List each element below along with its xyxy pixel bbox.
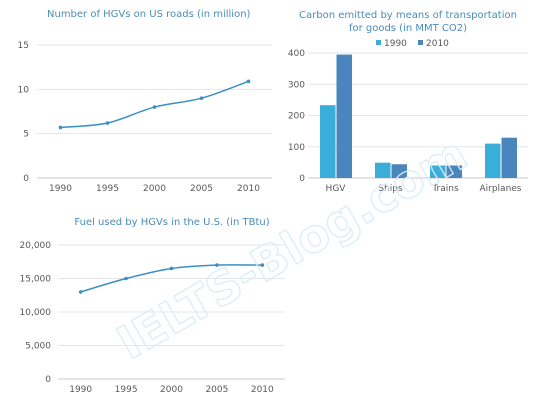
- carbon-y-tick-label: 100: [288, 143, 305, 153]
- carbon-bar-1990: [320, 105, 336, 178]
- hgv-count-x-tick-label: 1990: [49, 184, 72, 194]
- carbon-legend-swatch: [376, 40, 381, 45]
- hgv-count-title: Number of HGVs on US roads (in million): [47, 9, 251, 20]
- hgv-count-data-point: [246, 79, 251, 84]
- hgv-count-data-point: [199, 96, 204, 100]
- carbon-bar-1990: [375, 162, 391, 178]
- fuel-use-y-tick-label: 20,000: [20, 241, 52, 251]
- hgv-count-y-tick-label: 10: [18, 85, 30, 95]
- hgv-count-y-tick-label: 5: [23, 130, 29, 140]
- carbon-legend-label: 2010: [426, 39, 449, 49]
- hgv-count-x-tick-label: 1995: [96, 184, 119, 194]
- hgv-count-y-tick-label: 15: [18, 41, 29, 51]
- carbon-x-tick-label: Airplanes: [479, 184, 521, 194]
- hgv-count-x-tick-label: 2010: [237, 184, 260, 194]
- carbon-subtitle: for goods (in MMT CO2): [349, 23, 467, 34]
- carbon-title: Carbon emitted by means of transportatio…: [299, 10, 517, 21]
- hgv-count-x-tick-label: 2005: [190, 184, 213, 194]
- carbon-bar-2010: [336, 54, 352, 178]
- carbon-legend-swatch: [418, 40, 423, 45]
- carbon-x-tick-label: Trains: [431, 184, 459, 194]
- fuel-use-y-tick-label: 10,000: [20, 308, 52, 318]
- fuel-use-data-point: [78, 290, 83, 294]
- fuel-use-x-tick-label: 2010: [251, 385, 274, 395]
- carbon-bar-2010: [501, 137, 517, 178]
- carbon-y-tick-label: 200: [288, 112, 305, 122]
- fuel-use-x-tick-label: 2000: [160, 385, 183, 395]
- carbon-bar-2010: [446, 165, 462, 178]
- fuel-use-data-point: [215, 263, 219, 267]
- hgv-count-series-line: [60, 80, 249, 129]
- fuel-use-data-point: [260, 263, 265, 267]
- carbon-x-tick-label: HGV: [326, 184, 347, 194]
- carbon-y-tick-label: 300: [288, 80, 305, 90]
- fuel-use-title: Fuel used by HGVs in the U.S. (in TBtu): [74, 217, 269, 228]
- fuel-use-chart: Fuel used by HGVs in the U.S. (in TBtu) …: [20, 217, 285, 395]
- fuel-use-y-tick-label: 15,000: [20, 275, 52, 285]
- hgv-count-data-point: [152, 105, 157, 109]
- fuel-use-x-tick-label: 2005: [205, 385, 228, 395]
- fuel-use-x-tick-label: 1995: [115, 385, 138, 395]
- fuel-use-data-point: [124, 276, 128, 281]
- carbon-emissions-chart: Carbon emitted by means of transportatio…: [288, 10, 528, 194]
- hgv-count-data-point: [58, 125, 63, 130]
- hgv-count-x-tick-label: 2000: [143, 184, 166, 194]
- hgv-count-data-point: [105, 121, 110, 125]
- carbon-y-tick-label: 0: [299, 174, 305, 184]
- fuel-use-y-tick-label: 0: [45, 375, 51, 385]
- carbon-bar-1990: [485, 143, 501, 178]
- carbon-x-tick-label: Ships: [378, 184, 403, 194]
- fuel-use-data-point: [169, 266, 174, 271]
- carbon-y-tick-label: 400: [288, 49, 305, 59]
- fuel-use-y-tick-label: 5,000: [25, 342, 51, 352]
- carbon-bar-1990: [430, 165, 446, 178]
- hgv-count-chart: Number of HGVs on US roads (in million) …: [18, 9, 272, 194]
- fuel-use-x-tick-label: 1990: [69, 385, 92, 395]
- carbon-bar-2010: [391, 164, 407, 178]
- carbon-legend-label: 1990: [384, 39, 407, 49]
- hgv-count-y-tick-label: 0: [23, 174, 29, 184]
- watermark: IELTS-Blog.com: [108, 126, 476, 370]
